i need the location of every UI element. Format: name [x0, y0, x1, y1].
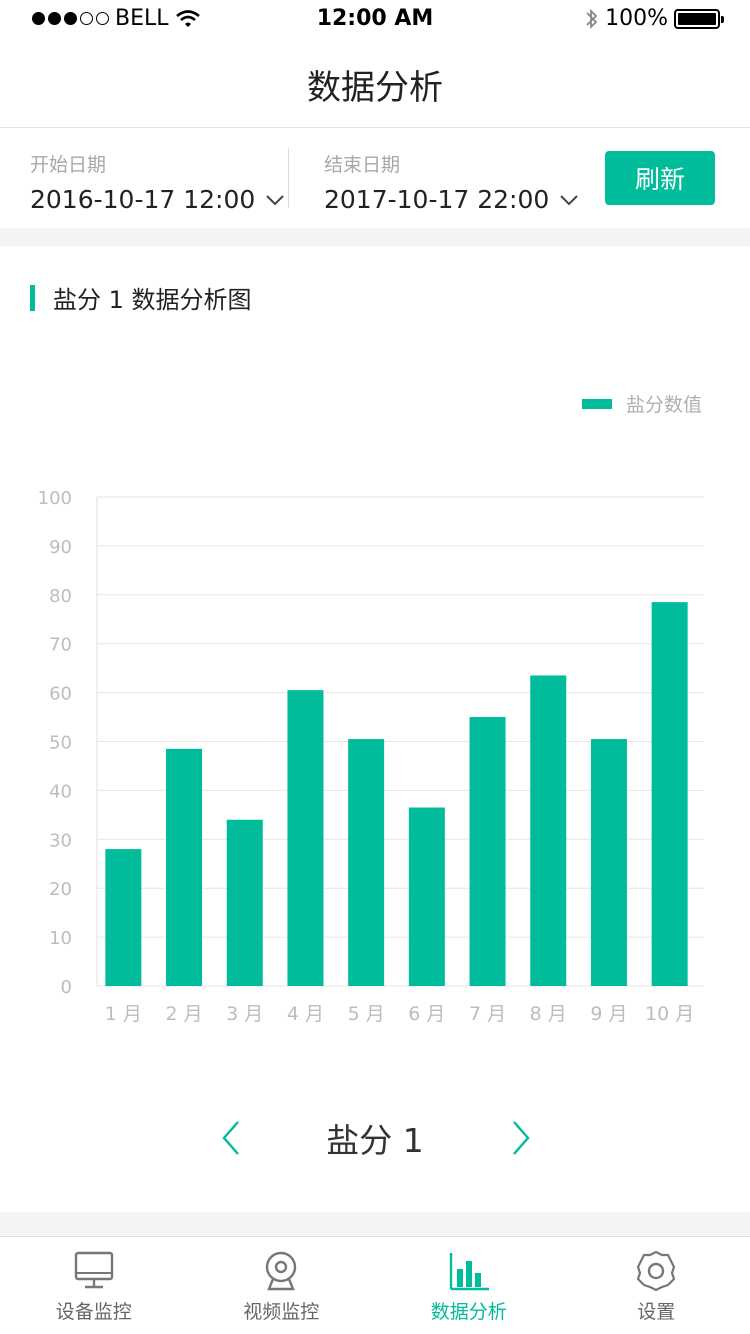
bar-2	[166, 748, 203, 986]
tabbar-separator	[0, 1212, 750, 1236]
x-tick-label: 7 月	[469, 1003, 506, 1025]
filter-divider	[288, 148, 289, 208]
y-tick-label: 40	[49, 781, 72, 802]
y-tick-label: 50	[49, 733, 72, 754]
chevron-left-icon[interactable]	[214, 1118, 246, 1158]
status-right: 100%	[585, 6, 724, 31]
gear-icon	[637, 1250, 676, 1292]
x-tick-label: 9 月	[590, 1003, 627, 1025]
bar-5	[348, 739, 385, 986]
x-tick-label: 5 月	[348, 1003, 385, 1025]
tab-label: 设置	[637, 1301, 676, 1323]
bluetooth-icon	[586, 8, 598, 29]
end-date-label: 结束日期	[324, 154, 401, 176]
chevron-down-icon	[266, 194, 284, 205]
x-tick-label: 8 月	[530, 1003, 567, 1025]
tab-data-analysis[interactable]: 数据分析	[375, 1237, 563, 1334]
tab-label: 视频监控	[243, 1301, 320, 1323]
end-date-value: 2017-10-17 22:00	[324, 185, 550, 214]
legend-label: 盐分数值	[625, 394, 702, 416]
nav-header: 数据分析	[0, 40, 750, 128]
signal-strength-icon	[32, 12, 109, 25]
tab-label: 数据分析	[430, 1301, 507, 1323]
x-tick-label: 3 月	[226, 1003, 263, 1025]
status-time: 12:00 AM	[316, 6, 434, 31]
refresh-button[interactable]: 刷新	[605, 151, 715, 205]
pager-label: 盐分 1	[326, 1121, 424, 1160]
tab-bar: 设备监控 视频监控 数据分析 设置	[0, 1236, 750, 1334]
chart-section-header: 盐分 1 数据分析图	[30, 280, 252, 315]
bar-7	[469, 717, 506, 986]
bar-1	[105, 849, 142, 986]
status-bar: BELL 12:00 AM 100%	[0, 0, 750, 40]
y-tick-label: 10	[49, 928, 72, 949]
battery-icon	[674, 8, 724, 29]
x-tick-label: 1 月	[105, 1003, 142, 1025]
status-left: BELL	[32, 6, 201, 31]
carrier-name: BELL	[115, 6, 169, 31]
chart-section-title: 盐分 1 数据分析图	[53, 286, 252, 314]
start-date-value: 2016-10-17 12:00	[30, 185, 256, 214]
y-tick-label: 100	[38, 488, 72, 509]
x-tick-label: 10 月	[645, 1003, 694, 1025]
chevron-down-icon	[560, 194, 578, 205]
start-date-picker[interactable]: 开始日期 2016-10-17 12:00	[30, 150, 285, 214]
bar-chart: 0 10 20 30 40 50 60 70 80 90 100 1 月 2 月 3 月 4 月 5 月 6 月…	[38, 488, 704, 1025]
chart-legend: 盐分数值	[581, 390, 702, 417]
bar-3	[226, 819, 263, 986]
y-tick-label: 0	[61, 977, 72, 998]
date-filter: 开始日期 2016-10-17 12:00 结束日期 2017-10-17 22…	[0, 128, 750, 228]
section-accent-bar	[30, 284, 35, 311]
webcam-icon	[266, 1251, 297, 1291]
page-title: 数据分析	[307, 68, 443, 108]
tab-label: 设备监控	[55, 1301, 132, 1323]
series-pager: 盐分 1	[0, 1100, 750, 1180]
bar-9	[590, 739, 627, 986]
start-date-label: 开始日期	[30, 154, 107, 176]
y-tick-label: 60	[49, 684, 72, 705]
tab-settings[interactable]: 设置	[563, 1237, 750, 1334]
wifi-icon	[175, 9, 200, 27]
y-tick-label: 70	[49, 635, 72, 656]
legend-swatch	[581, 398, 612, 409]
bar-chart-icon	[449, 1253, 489, 1291]
monitor-icon	[74, 1251, 113, 1289]
tab-video-monitor[interactable]: 视频监控	[188, 1237, 376, 1334]
bar-10	[651, 602, 688, 986]
x-tick-label: 4 月	[287, 1003, 324, 1025]
end-date-picker[interactable]: 结束日期 2017-10-17 22:00	[324, 150, 579, 214]
battery-percent: 100%	[605, 6, 668, 31]
x-tick-label: 6 月	[408, 1003, 445, 1025]
x-tick-label: 2 月	[165, 1003, 202, 1025]
bar-8	[530, 675, 567, 986]
y-tick-label: 90	[49, 537, 72, 558]
chevron-right-icon[interactable]	[506, 1118, 538, 1158]
bar-6	[408, 807, 445, 986]
y-tick-label: 20	[49, 879, 72, 900]
tab-device-monitor[interactable]: 设备监控	[0, 1237, 188, 1334]
section-separator	[0, 228, 750, 246]
y-tick-label: 30	[49, 830, 72, 851]
y-tick-label: 80	[49, 586, 72, 607]
bar-4	[287, 690, 324, 986]
